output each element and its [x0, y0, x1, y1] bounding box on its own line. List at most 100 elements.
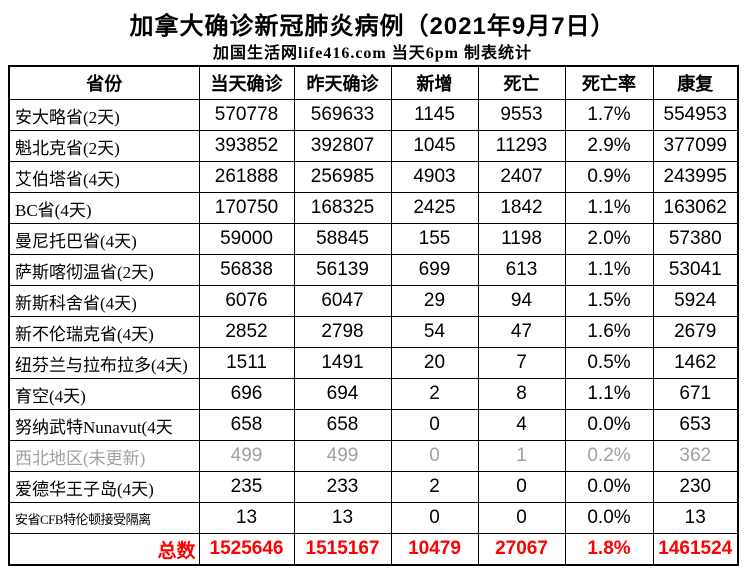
value-cell: 11293 [477, 130, 566, 162]
value-cell: 0 [477, 502, 566, 534]
value-cell: 20 [390, 347, 479, 379]
value-cell: 29 [390, 285, 479, 317]
value-cell: 4 [477, 409, 566, 441]
value-cell: 1 [477, 440, 566, 472]
value-cell: 230 [652, 471, 739, 503]
value-cell: 0 [390, 409, 479, 441]
value-cell: 57380 [652, 223, 739, 255]
value-cell: 243995 [652, 161, 739, 193]
value-cell: 1461524 [652, 533, 739, 566]
value-cell: 2425 [390, 192, 479, 224]
table-row: 育空(4天) 696 694 2 8 1.1% 671 [8, 378, 739, 410]
value-cell: 699 [390, 254, 479, 286]
value-cell: 696 [198, 378, 295, 410]
value-cell: 9553 [477, 99, 566, 131]
province-cell: 新斯科舍省(4天) [8, 285, 200, 317]
value-cell: 0.2% [564, 440, 654, 472]
value-cell: 13 [652, 502, 739, 534]
value-cell: 1515167 [293, 533, 392, 566]
province-cell: 萨斯喀彻温省(2天) [8, 254, 200, 286]
covid-cases-table: 省份 当天确诊 昨天确诊 新增 死亡 死亡率 康复 安大略省(2天) 570778 569633… [8, 65, 739, 566]
value-cell: 168325 [293, 192, 392, 224]
value-cell: 1045 [390, 130, 479, 162]
value-cell: 6047 [293, 285, 392, 317]
value-cell: 499 [293, 440, 392, 472]
value-cell: 2679 [652, 316, 739, 348]
value-cell: 54 [390, 316, 479, 348]
value-cell: 58845 [293, 223, 392, 255]
province-cell: 曼尼托巴省(4天) [8, 223, 200, 255]
province-cell: 爱德华王子岛(4天) [8, 471, 200, 503]
value-cell: 0 [477, 471, 566, 503]
column-header-4: 新增 [390, 65, 479, 100]
value-cell: 27067 [477, 533, 566, 566]
province-cell: 魁北克省(2天) [8, 130, 200, 162]
value-cell: 0.9% [564, 161, 654, 193]
value-cell: 0.0% [564, 409, 654, 441]
value-cell: 47 [477, 316, 566, 348]
province-cell: BC省(4天) [8, 192, 200, 224]
value-cell: 653 [652, 409, 739, 441]
value-cell: 53041 [652, 254, 739, 286]
column-header-2: 当天确诊 [198, 65, 295, 100]
table-row: 安大略省(2天) 570778 569633 1145 9553 1.7% 554953 [8, 99, 739, 131]
value-cell: 6076 [198, 285, 295, 317]
value-cell: 671 [652, 378, 739, 410]
value-cell: 235 [198, 471, 295, 503]
value-cell: 377099 [652, 130, 739, 162]
value-cell: 1145 [390, 99, 479, 131]
table-row: 魁北克省(2天) 393852 392807 1045 11293 2.9% 377099 [8, 130, 739, 162]
value-cell: 1842 [477, 192, 566, 224]
total-row: 总数 1525646 1515167 10479 27067 1.8% 1461524 [8, 533, 739, 566]
province-cell: 努纳武特Nunavut(4天 [8, 409, 200, 441]
value-cell: 1.8% [564, 533, 654, 566]
value-cell: 2 [390, 471, 479, 503]
table-row: 努纳武特Nunavut(4天 658 658 0 4 0.0% 653 [8, 409, 739, 441]
value-cell: 1525646 [198, 533, 295, 566]
value-cell: 2 [390, 378, 479, 410]
value-cell: 59000 [198, 223, 295, 255]
value-cell: 13 [198, 502, 295, 534]
value-cell: 570778 [198, 99, 295, 131]
column-header-1: 省份 [8, 65, 200, 100]
total-label-cell: 总数 [8, 533, 200, 566]
value-cell: 2798 [293, 316, 392, 348]
value-cell: 8 [477, 378, 566, 410]
value-cell: 569633 [293, 99, 392, 131]
table-row: 安省CFB特伦顿接受隔离 13 13 0 0 0.0% 13 [8, 502, 739, 534]
value-cell: 155 [390, 223, 479, 255]
value-cell: 613 [477, 254, 566, 286]
value-cell: 2.9% [564, 130, 654, 162]
value-cell: 7 [477, 347, 566, 379]
value-cell: 0 [390, 440, 479, 472]
value-cell: 0.0% [564, 471, 654, 503]
table-row: 艾伯塔省(4天) 261888 256985 4903 2407 0.9% 243995 [8, 161, 739, 193]
value-cell: 0 [390, 502, 479, 534]
value-cell: 694 [293, 378, 392, 410]
province-cell: 西北地区(未更新) [8, 440, 200, 472]
column-header-3: 昨天确诊 [293, 65, 392, 100]
column-header-5: 死亡 [477, 65, 566, 100]
value-cell: 233 [293, 471, 392, 503]
value-cell: 658 [293, 409, 392, 441]
value-cell: 1.5% [564, 285, 654, 317]
value-cell: 163062 [652, 192, 739, 224]
value-cell: 56838 [198, 254, 295, 286]
province-cell: 新不伦瑞克省(4天) [8, 316, 200, 348]
table-row: 新不伦瑞克省(4天) 2852 2798 54 47 1.6% 2679 [8, 316, 739, 348]
value-cell: 261888 [198, 161, 295, 193]
value-cell: 4903 [390, 161, 479, 193]
value-cell: 1.6% [564, 316, 654, 348]
value-cell: 256985 [293, 161, 392, 193]
value-cell: 658 [198, 409, 295, 441]
value-cell: 499 [198, 440, 295, 472]
value-cell: 1.7% [564, 99, 654, 131]
value-cell: 1511 [198, 347, 295, 379]
province-cell: 安大略省(2天) [8, 99, 200, 131]
column-header-6: 死亡率 [564, 65, 654, 100]
province-cell: 育空(4天) [8, 378, 200, 410]
table-body: 安大略省(2天) 570778 569633 1145 9553 1.7% 554953 魁北… [8, 99, 739, 566]
value-cell: 362 [652, 440, 739, 472]
page-subtitle: 加国生活网life416.com 当天6pm 制表统计 [213, 45, 532, 62]
value-cell: 2.0% [564, 223, 654, 255]
